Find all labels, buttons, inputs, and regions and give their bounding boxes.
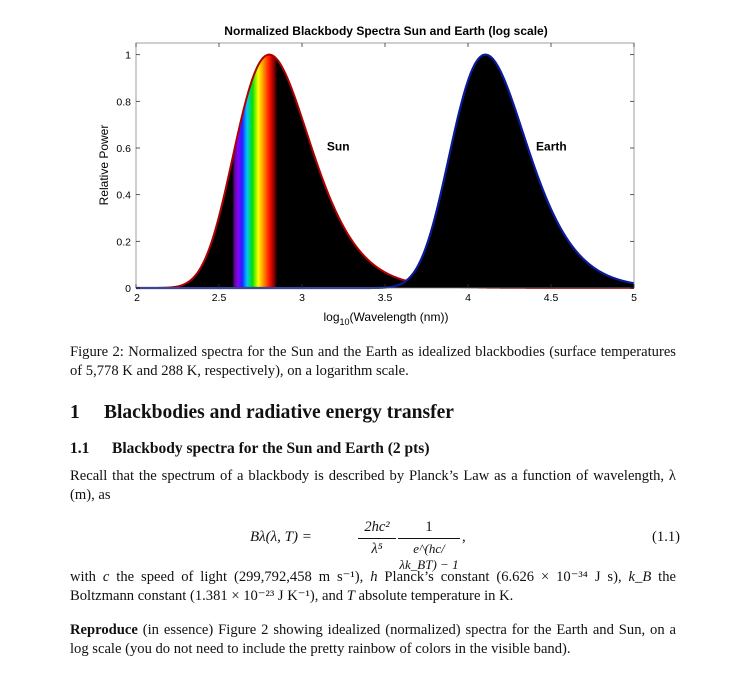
equation-fraction-1: 2hc² λ⁵ (358, 519, 396, 558)
y-axis-label: Relative Power (97, 125, 111, 206)
figure-caption: Figure 2: Normalized spectra for the Sun… (70, 344, 676, 379)
section-heading: 1 Blackbodies and radiative energy transf… (70, 402, 454, 424)
equation-denominator-1: λ⁵ (371, 541, 383, 557)
subsection-heading: 1.1 Blackbody spectra for the Sun and Ear… (70, 440, 430, 458)
x-tick-label: 3.5 (378, 292, 393, 304)
sun-label: Sun (327, 139, 350, 153)
section-title: Blackbodies and radiative energy transfe… (104, 402, 454, 423)
y-axis-ticks: 0 0.2 0.4 0.6 0.8 1 (116, 50, 634, 295)
paragraph-constants: with c the speed of light (299,792,458 m… (70, 569, 677, 604)
subsection-number: 1.1 (70, 440, 90, 457)
x-tick-label: 3 (299, 292, 305, 304)
paragraph-planck-intro: Recall that the spectrum of a blackbody … (70, 468, 676, 503)
reproduce-keyword: Reproduce (70, 622, 138, 638)
y-tick-label: 0.4 (116, 190, 131, 202)
earth-spectrum-area (136, 54, 634, 288)
x-tick-label: 4.5 (544, 292, 559, 304)
equation-number: (1.1) (652, 529, 680, 545)
x-tick-label: 2 (134, 292, 140, 304)
equation-numerator-1: 2hc² (364, 519, 390, 535)
subsection-title: Blackbody spectra for the Sun and Earth … (112, 440, 430, 457)
y-tick-label: 0 (125, 283, 131, 295)
equation-lhs: Bλ(λ, T) = (250, 529, 312, 545)
x-axis-label: log10(Wavelength (nm)) (324, 310, 449, 327)
y-tick-label: 0.6 (116, 143, 131, 155)
equation-denominator-2: e^(hc/λk_BT) − 1 (399, 541, 459, 572)
x-tick-label: 5 (631, 292, 637, 304)
x-tick-label: 4 (465, 292, 471, 304)
planck-equation: Bλ(λ, T) = 2hc² λ⁵ 1 e^(hc/λk_BT) − 1 , … (250, 519, 680, 572)
earth-label: Earth (536, 139, 567, 153)
paragraph-reproduce: Reproduce (in essence) Figure 2 showing … (70, 622, 676, 657)
y-tick-label: 0.2 (116, 236, 131, 248)
spectra-chart: 2 2.5 3 3.5 4 4.5 5 0 0.2 0.4 0.6 0.8 1 Normalized … (97, 24, 637, 327)
x-axis-ticks: 2 2.5 3 3.5 4 4.5 5 (134, 43, 637, 304)
y-tick-label: 1 (125, 50, 131, 62)
equation-fraction-2: 1 e^(hc/λk_BT) − 1 (398, 519, 460, 573)
equation-numerator-2: 1 (425, 519, 433, 535)
x-tick-label: 2.5 (212, 292, 227, 304)
chart-title: Normalized Blackbody Spectra Sun and Ear… (224, 24, 547, 38)
y-tick-label: 0.8 (116, 96, 131, 108)
section-number: 1 (70, 402, 80, 423)
